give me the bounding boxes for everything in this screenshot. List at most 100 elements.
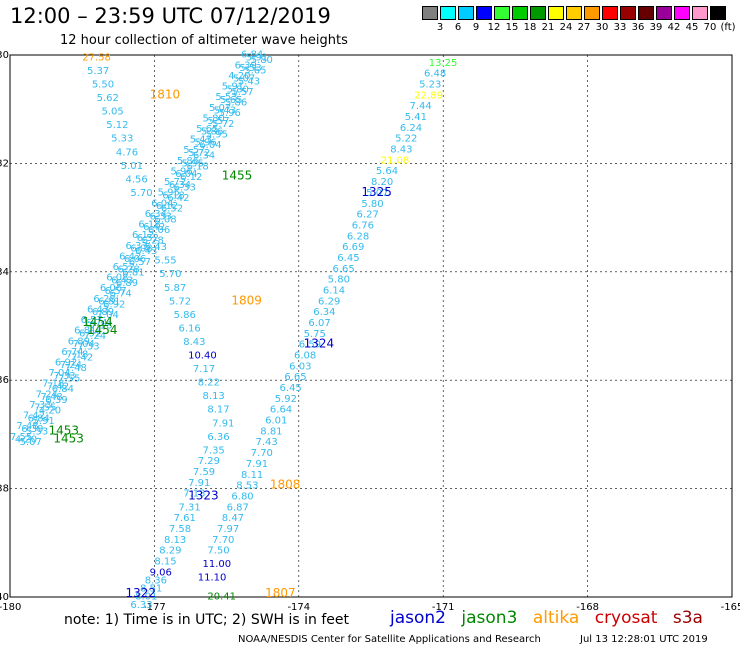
- track-a-wave-height: 6.18: [186, 161, 208, 172]
- track-a-wave-height: 6.43: [87, 304, 109, 315]
- pass-time-label: 1454: [82, 315, 113, 329]
- track-c-wave-height: 5.64: [376, 166, 398, 177]
- track-a-wave-height: 6.39: [235, 60, 257, 71]
- lat-tick-label: -38: [0, 484, 9, 495]
- track-b-wave-height: 10.40: [188, 351, 217, 362]
- pass-time-label: 1454: [87, 323, 118, 337]
- track-b-wave-height: 6.33: [130, 600, 152, 611]
- scale-swatch: [476, 6, 492, 20]
- scale-label: 24: [559, 22, 573, 33]
- track-a-wave-height: 5.96: [219, 108, 241, 119]
- track-c-wave-height: 6.27: [357, 210, 379, 221]
- track-b-wave-height: 7.91: [188, 478, 210, 489]
- track-b-wave-height: 5.12: [106, 120, 128, 131]
- track-a-wave-height: 5.80: [251, 55, 273, 66]
- track-b-wave-height: 5.05: [101, 107, 123, 118]
- track-c-wave-height: 11.00: [203, 559, 232, 570]
- track-a-wave-height: 6.34: [193, 151, 215, 162]
- track-b-wave-height: 7.31: [178, 502, 200, 513]
- track-b-wave-height: 5.33: [111, 134, 133, 145]
- scale-label: 33: [613, 22, 627, 33]
- track-c-wave-height: 5.80: [328, 275, 350, 286]
- legend-s3a: s3a: [672, 608, 703, 628]
- lon-tick-label: -171: [432, 602, 455, 613]
- track-c-wave-height: 6.45: [337, 253, 359, 264]
- track-a-wave-height: 7.18: [66, 350, 88, 361]
- track-a-wave-height: 6.33: [126, 241, 148, 252]
- track-a-wave-height: 7.55: [58, 374, 80, 385]
- track-c-wave-height: 6.65: [332, 264, 354, 275]
- scale-swatch: [440, 6, 456, 20]
- track-a-wave-height: 7.42: [23, 411, 45, 422]
- track-b-wave-height: 8.17: [207, 405, 229, 416]
- track-c-wave-height: 5.41: [405, 112, 427, 123]
- track-a-wave-height: 5.86: [177, 156, 199, 167]
- track-a-wave-height: 6.84: [241, 50, 263, 61]
- wave-labels: 6.846.394.205.915.535.075.805.655.435.57…: [10, 50, 457, 611]
- track-a-wave-height: 6.81: [98, 297, 120, 308]
- track-a-wave-height: 6.06: [124, 254, 146, 265]
- scale-label: 9: [472, 22, 480, 33]
- track-a-wave-height: 5.95: [158, 188, 180, 199]
- track-b-wave-height: 8.15: [154, 556, 176, 567]
- track-a-wave-height: 7.42: [47, 381, 69, 392]
- track-c-wave-height: 6.45: [280, 383, 302, 394]
- scale-swatch: [674, 6, 690, 20]
- track-b-wave-height: 7.17: [193, 364, 215, 375]
- track-a-wave-height: 5.57: [183, 145, 205, 156]
- track-c-wave-height: 7.70: [212, 535, 234, 546]
- track-a-wave-height: 7.48: [65, 363, 87, 374]
- track-c-wave-height: 22.89: [414, 90, 443, 101]
- track-b-wave-height: 5.43: [145, 242, 167, 253]
- track-c-wave-height: 7.43: [255, 437, 277, 448]
- track-a-wave-height: 6.12: [180, 172, 202, 183]
- track-c-wave-height: 8.53: [236, 481, 258, 492]
- track-c-wave-height: 6.80: [231, 491, 253, 502]
- track-b-wave-height: 5.70: [159, 269, 181, 280]
- track-b-wave-height: 9.06: [150, 567, 172, 578]
- pass-time-label: 1325: [361, 185, 392, 199]
- page-subtitle: 12 hour collection of altimeter wave hei…: [60, 33, 348, 48]
- track-a-wave-height: 6.89: [68, 336, 90, 347]
- track-a-wave-height: 6.12: [156, 201, 178, 212]
- track-a-wave-height: 5.07: [209, 103, 231, 114]
- footer-note: note: 1) Time is in UTC; 2) SWH is in fe…: [64, 612, 350, 628]
- scale-label: 45: [685, 22, 699, 33]
- track-a-wave-height: 4.20: [15, 435, 37, 446]
- color-scale: 3 6 9 12 15 18 21 24 27 30 33 36 39 42 45 70 (ft): [422, 6, 736, 36]
- track-b-wave-height: 5.62: [97, 93, 119, 104]
- track-a-wave-height: 6.89: [116, 278, 138, 289]
- track-c-wave-height: 8.47: [222, 513, 244, 524]
- track-a-wave-height: 7.42: [71, 352, 93, 363]
- track-c-wave-height: 6.08: [294, 351, 316, 362]
- scale-label: 21: [541, 22, 555, 33]
- scale-swatch: [458, 6, 474, 20]
- track-a-wave-height: 6.92: [55, 358, 77, 369]
- lat-tick-label: -40: [0, 592, 9, 603]
- track-a-wave-height: 5.80: [203, 113, 225, 124]
- track-a-wave-height: 6.18: [162, 190, 184, 201]
- track-b-wave-height: 8.22: [198, 378, 220, 389]
- track-a-wave-height: 6.08: [154, 214, 176, 225]
- track-a-wave-height: 5.43: [238, 76, 260, 87]
- scale-swatch: [710, 6, 726, 20]
- track-a-wave-height: 7.48: [16, 421, 38, 432]
- track-a-wave-height: 6.74: [109, 289, 131, 300]
- scale-label: (ft): [720, 22, 736, 33]
- track-a-wave-height: 6.06: [148, 225, 170, 236]
- track-c-wave-height: 21.08: [381, 155, 410, 166]
- track-c-wave-height: 6.03: [289, 361, 311, 372]
- scale-label: 36: [631, 22, 645, 33]
- track-b-wave-height: 5.01: [121, 161, 143, 172]
- track-a-wave-height: 5.72: [164, 177, 186, 188]
- track-b-wave-height: 4.76: [116, 147, 138, 158]
- scale-label: 15: [505, 22, 519, 33]
- track-a-wave-height: 5.95: [206, 129, 228, 140]
- track-b-wave-height: 7.29: [198, 456, 220, 467]
- scale-swatch: [584, 6, 600, 20]
- track-b-wave-height: 8.13: [203, 391, 225, 402]
- scale-swatch: [566, 6, 582, 20]
- track-a-wave-height: 6.06: [100, 283, 122, 294]
- track-a-wave-height: 6.34: [169, 180, 191, 191]
